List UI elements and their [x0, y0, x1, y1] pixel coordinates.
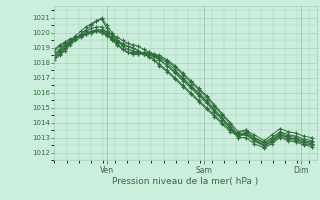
X-axis label: Pression niveau de la mer( hPa ): Pression niveau de la mer( hPa )	[112, 177, 259, 186]
